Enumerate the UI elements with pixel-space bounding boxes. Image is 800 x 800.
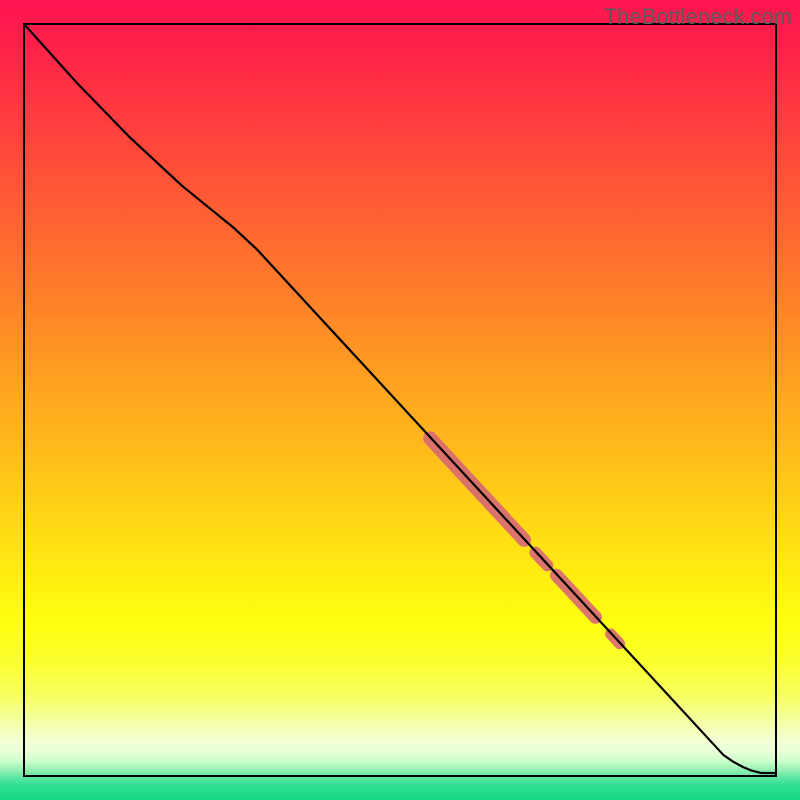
watermark-text: TheBottleneck.com [604,4,792,30]
bottleneck-curve [24,24,776,773]
chart-stage: TheBottleneck.com [0,0,800,800]
chart-overlay [0,0,800,800]
plot-frame [24,24,776,776]
